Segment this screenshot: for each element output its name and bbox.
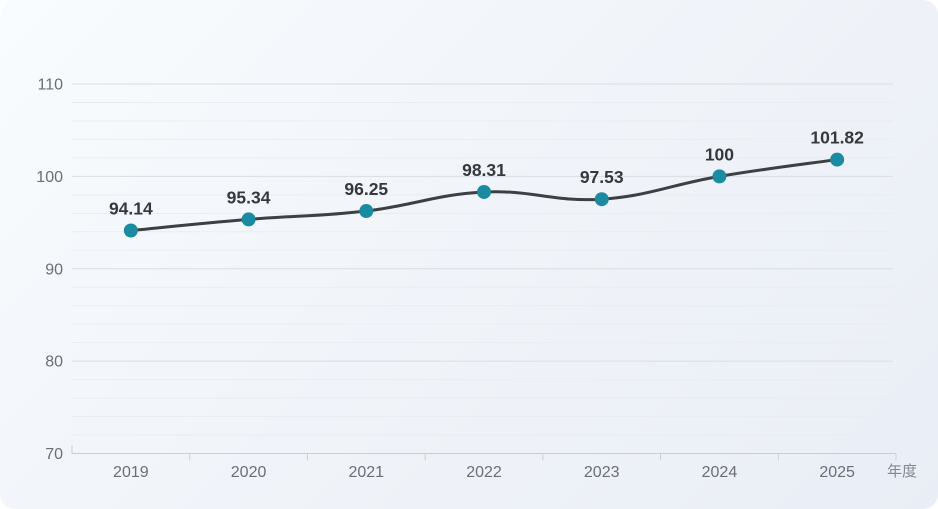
x-axis-tick-label: 2020	[231, 464, 267, 481]
y-axis-tick-label: 100	[36, 169, 63, 186]
y-axis-tick-label: 110	[37, 77, 63, 94]
y-axis-tick-label: 90	[45, 261, 63, 278]
data-point-value-label: 95.34	[227, 187, 271, 207]
data-point-2019[interactable]	[123, 223, 138, 238]
data-point-2023[interactable]	[594, 192, 609, 207]
data-point-2022[interactable]	[477, 184, 491, 199]
x-axis-tick-label: 2022	[466, 464, 502, 481]
y-axis-labels: 70 80 90 100 110	[36, 77, 63, 464]
data-point-2025[interactable]	[830, 152, 845, 167]
data-point-2024[interactable]	[712, 169, 727, 184]
x-axis-unit-label: 年度	[887, 463, 917, 480]
major-gridlines	[72, 83, 893, 362]
data-point-2020[interactable]	[241, 212, 256, 227]
y-axis-tick-label: 80	[45, 354, 63, 371]
data-points-layer	[123, 152, 845, 238]
data-point-value-label: 100	[705, 144, 734, 164]
y-axis-tick-label: 70	[45, 446, 63, 463]
minor-gridlines	[72, 101, 893, 436]
data-point-value-label: 96.25	[344, 179, 388, 199]
x-axis-tick-label: 2019	[113, 464, 149, 481]
x-axis	[71, 445, 897, 461]
data-point-value-label: 98.31	[462, 160, 506, 180]
x-axis-tick-label: 2021	[348, 464, 384, 481]
data-point-value-label: 101.82	[810, 128, 864, 148]
x-axis-tick-label: 2023	[584, 464, 620, 481]
data-point-value-label: 94.14	[109, 199, 153, 219]
value-labels-layer: 94.14 95.34 96.25 98.31 97.53 100 101.82	[109, 128, 864, 219]
data-point-2021[interactable]	[359, 204, 374, 219]
x-axis-tick-label: 2025	[819, 464, 855, 481]
data-point-value-label: 97.53	[580, 167, 624, 187]
x-axis-labels: 2019 2020 2021 2022 2023 2024 2025	[113, 464, 855, 481]
x-axis-tick-label: 2024	[702, 464, 738, 481]
